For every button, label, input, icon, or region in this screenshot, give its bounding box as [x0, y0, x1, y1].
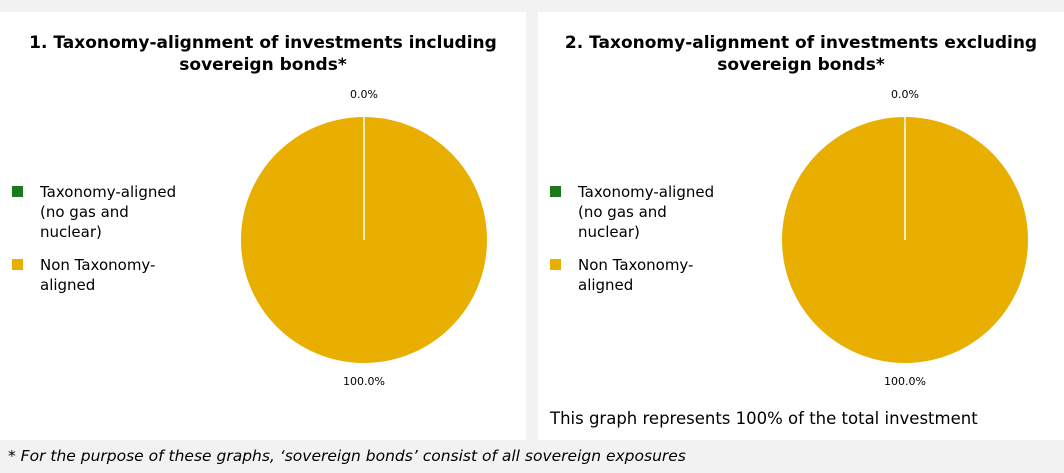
- chart-panel-2: 2. Taxonomy-alignment of investments exc…: [538, 12, 1064, 440]
- legend-swatch: [550, 186, 561, 197]
- legend-label-line: (no gas and: [578, 203, 667, 221]
- legend-label-line: aligned: [578, 276, 634, 294]
- legend-swatch: [550, 259, 561, 270]
- legend-swatch: [12, 259, 23, 270]
- legend-label-line: nuclear): [578, 223, 640, 241]
- data-label: 100.0%: [343, 375, 385, 388]
- legend-swatch: [12, 186, 23, 197]
- data-label: 0.0%: [891, 88, 919, 101]
- legend-label-line: Non Taxonomy-: [578, 256, 694, 274]
- legend-label-line: Taxonomy-aligned: [578, 183, 715, 201]
- chart-title: 1. Taxonomy-alignment of investments inc…: [29, 33, 497, 75]
- coverage-note: This graph represents 100% of the total …: [550, 409, 978, 428]
- footnote: * For the purpose of these graphs, ‘sove…: [8, 447, 686, 465]
- legend-item-non-taxonomy-aligned: Non Taxonomy- aligned: [12, 255, 202, 295]
- chart-legend: Taxonomy-aligned (no gas and nuclear) No…: [550, 182, 740, 308]
- data-label: 100.0%: [884, 375, 926, 388]
- data-label: 0.0%: [350, 88, 378, 101]
- pie-chart: 0.0% 100.0%: [782, 88, 1028, 388]
- legend-label-line: Non Taxonomy-: [40, 256, 156, 274]
- legend-label-line: nuclear): [40, 223, 102, 241]
- legend-label-line: aligned: [40, 276, 96, 294]
- chart-legend: Taxonomy-aligned (no gas and nuclear) No…: [12, 182, 202, 308]
- legend-label-line: (no gas and: [40, 203, 129, 221]
- pie-chart: 0.0% 100.0%: [241, 88, 487, 388]
- legend-item-taxonomy-aligned: Taxonomy-aligned (no gas and nuclear): [550, 182, 740, 242]
- chart-panel-1: 1. Taxonomy-alignment of investments inc…: [0, 12, 526, 440]
- legend-item-non-taxonomy-aligned: Non Taxonomy- aligned: [550, 255, 740, 295]
- legend-label-line: Taxonomy-aligned: [40, 183, 177, 201]
- chart-title: 2. Taxonomy-alignment of investments exc…: [564, 33, 1038, 75]
- legend-item-taxonomy-aligned: Taxonomy-aligned (no gas and nuclear): [12, 182, 202, 242]
